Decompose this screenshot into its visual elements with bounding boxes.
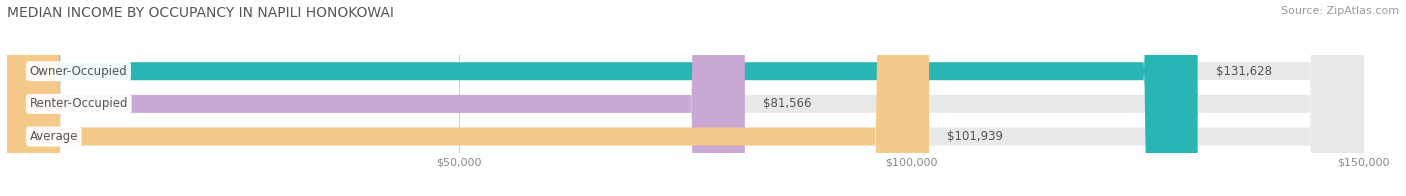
Text: Owner-Occupied: Owner-Occupied — [30, 65, 128, 78]
Text: MEDIAN INCOME BY OCCUPANCY IN NAPILI HONOKOWAI: MEDIAN INCOME BY OCCUPANCY IN NAPILI HON… — [7, 6, 394, 20]
Text: $81,566: $81,566 — [763, 97, 811, 110]
FancyBboxPatch shape — [7, 0, 745, 196]
FancyBboxPatch shape — [7, 0, 1364, 196]
Text: $131,628: $131,628 — [1216, 65, 1272, 78]
Text: Renter-Occupied: Renter-Occupied — [30, 97, 128, 110]
FancyBboxPatch shape — [7, 0, 929, 196]
FancyBboxPatch shape — [7, 0, 1364, 196]
FancyBboxPatch shape — [7, 0, 1198, 196]
Text: $101,939: $101,939 — [948, 130, 1004, 143]
Text: Average: Average — [30, 130, 79, 143]
FancyBboxPatch shape — [7, 0, 1364, 196]
Text: Source: ZipAtlas.com: Source: ZipAtlas.com — [1281, 6, 1399, 16]
